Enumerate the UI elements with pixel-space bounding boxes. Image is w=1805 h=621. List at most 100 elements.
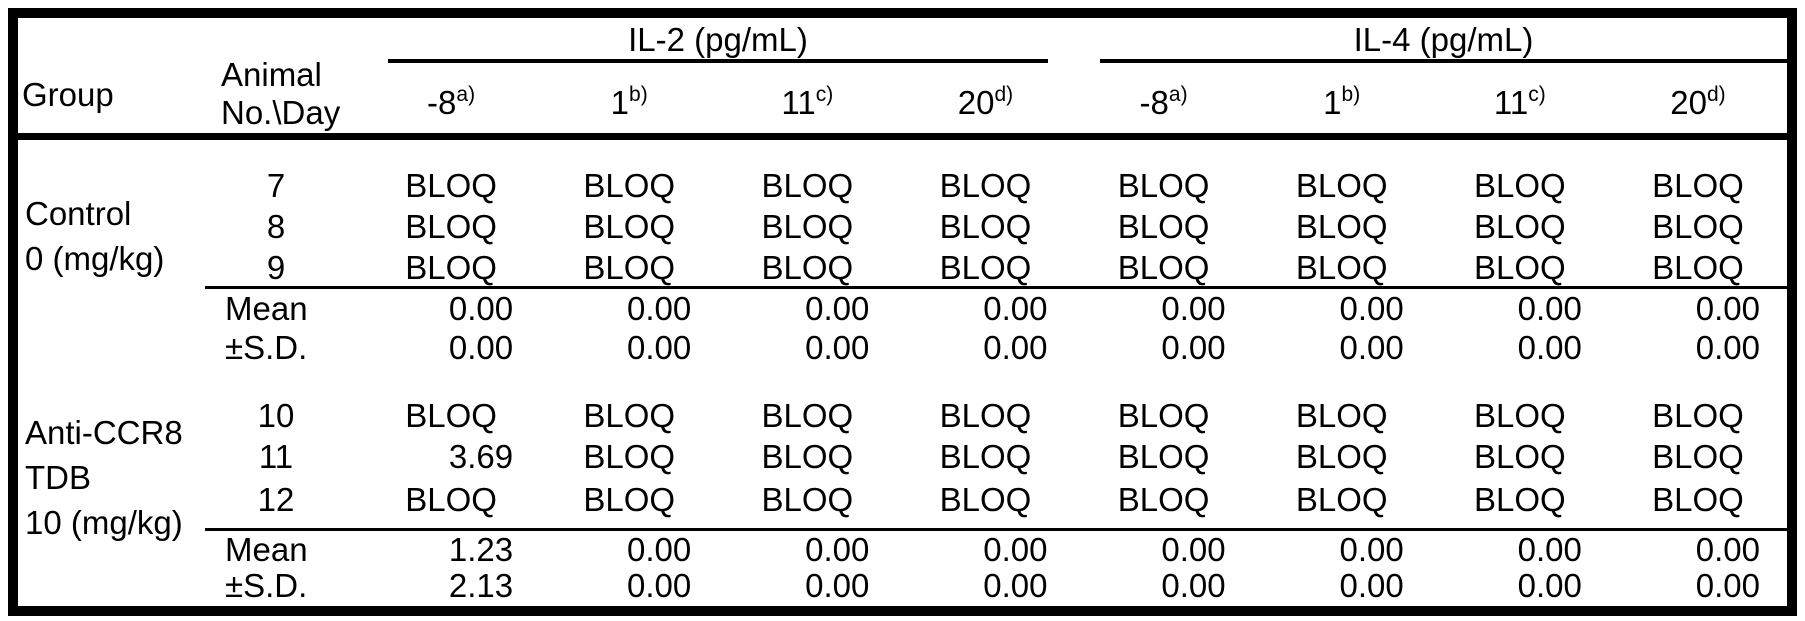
- data-cell: 1.23: [448, 531, 514, 568]
- animal-id: 12: [257, 481, 295, 518]
- data-cell: BLOQ: [939, 208, 1032, 245]
- animal-no-day-column-header: Animal No.\Day: [221, 56, 340, 132]
- stats-separator-rule: [205, 286, 1787, 289]
- day-column-header: -8a): [1075, 75, 1253, 121]
- day-number: 1: [610, 84, 630, 121]
- data-cell: BLOQ: [583, 208, 676, 245]
- data-cell: BLOQ: [1652, 249, 1744, 286]
- day-column-header: 20d): [1609, 75, 1787, 121]
- day-number: 11: [1493, 84, 1529, 121]
- group-spacer: [18, 248, 202, 288]
- data-cell: 3.69: [448, 438, 514, 475]
- stat-label: Mean: [225, 290, 308, 327]
- data-cell: 0.00: [805, 567, 870, 604]
- data-cell: BLOQ: [939, 167, 1032, 204]
- header-separator-rule: [18, 133, 1787, 140]
- group-label-line: 10 (mg/kg): [25, 504, 183, 541]
- footnote-marker: c): [815, 83, 834, 106]
- data-cell: 0.00: [627, 329, 692, 366]
- data-cell: BLOQ: [1295, 249, 1388, 286]
- data-cell: 0.00: [983, 531, 1048, 568]
- data-cell: 0.00: [983, 290, 1048, 327]
- data-cell: BLOQ: [405, 249, 497, 286]
- table-row: 8 BLOQ BLOQ BLOQ BLOQ BLOQ BLOQ BLOQ BLO…: [18, 207, 1787, 247]
- day-column-header: -8a): [362, 75, 540, 121]
- stats-separator-rule: [205, 528, 1787, 531]
- group-label-anti-ccr8-tdb: Anti-CCR8 TDB 10 (mg/kg): [25, 410, 183, 545]
- data-cell: BLOQ: [1117, 249, 1210, 286]
- il4-column-group-header: IL-4 (pg/mL): [1353, 21, 1534, 58]
- table-row: 9 BLOQ BLOQ BLOQ BLOQ BLOQ BLOQ BLOQ BLO…: [18, 248, 1787, 288]
- data-cell: 0.00: [1695, 329, 1760, 366]
- animal-id: 8: [266, 208, 286, 245]
- data-cell: 0.00: [1517, 531, 1582, 568]
- group-label-control: Control 0 (mg/kg): [25, 191, 164, 281]
- data-cell: BLOQ: [405, 167, 497, 204]
- data-cell: BLOQ: [583, 481, 676, 518]
- data-cell: BLOQ: [939, 481, 1032, 518]
- data-cell: 0.00: [1517, 329, 1582, 366]
- group-label-line: TDB: [25, 459, 91, 496]
- data-cell: 0.00: [1517, 290, 1582, 327]
- footnote-marker: b): [1341, 83, 1361, 106]
- data-cell: 0.00: [1161, 290, 1226, 327]
- footnote-marker: b): [629, 83, 648, 106]
- day-column-header: 11c): [718, 75, 896, 121]
- data-cell: 0.00: [805, 290, 870, 327]
- data-cell: 0.00: [1339, 531, 1404, 568]
- group-spacer: [18, 328, 202, 368]
- table-row: 12 BLOQ BLOQ BLOQ BLOQ BLOQ BLOQ BLOQ BL…: [18, 480, 1787, 520]
- day-header-row: -8a) 1b) 11c) 20d) -8a) 1b) 11c) 20d): [362, 75, 1787, 121]
- group-spacer: [18, 207, 202, 247]
- day-column-header: 1b): [1253, 75, 1431, 121]
- stat-label: ±S.D.: [225, 567, 308, 604]
- il2-column-group-header: IL-2 (pg/mL): [628, 21, 808, 58]
- group-column-header: Group: [22, 76, 114, 113]
- table-outer-border: [8, 8, 1797, 616]
- data-cell: 0.00: [627, 290, 692, 327]
- animal-id: 10: [257, 397, 295, 434]
- data-cell: BLOQ: [939, 397, 1032, 434]
- data-cell: BLOQ: [761, 249, 854, 286]
- data-cell: BLOQ: [1117, 481, 1210, 518]
- group-spacer: [18, 437, 202, 477]
- data-cell: 0.00: [627, 531, 692, 568]
- data-cell: 0.00: [983, 567, 1048, 604]
- data-cell: 0.00: [805, 531, 870, 568]
- table-row: 10 BLOQ BLOQ BLOQ BLOQ BLOQ BLOQ BLOQ BL…: [18, 396, 1787, 436]
- data-cell: BLOQ: [1295, 208, 1388, 245]
- data-cell: BLOQ: [1117, 438, 1210, 475]
- footnote-marker: a): [456, 83, 476, 106]
- data-cell: BLOQ: [583, 397, 676, 434]
- footnote-marker: d): [994, 83, 1014, 106]
- table-row: Mean 1.23 0.00 0.00 0.00 0.00 0.00 0.00 …: [18, 530, 1787, 570]
- data-cell: BLOQ: [1295, 167, 1388, 204]
- data-cell: 0.00: [1695, 290, 1760, 327]
- group-label-line: 0 (mg/kg): [25, 240, 165, 277]
- animal-header-line1: Animal: [221, 56, 322, 93]
- data-cell: BLOQ: [583, 438, 676, 475]
- data-cell: BLOQ: [761, 438, 854, 475]
- data-cell: BLOQ: [1295, 438, 1388, 475]
- data-cell: BLOQ: [939, 438, 1032, 475]
- table-row: ±S.D. 2.13 0.00 0.00 0.00 0.00 0.00 0.00…: [18, 566, 1787, 606]
- data-cell: 0.00: [1339, 290, 1404, 327]
- data-cell: BLOQ: [1652, 167, 1744, 204]
- table-row: 7 BLOQ BLOQ BLOQ BLOQ BLOQ BLOQ BLOQ BLO…: [18, 166, 1787, 206]
- day-number: 20: [1670, 84, 1707, 121]
- day-column-header: 11c): [1431, 75, 1609, 121]
- day-number: 20: [957, 84, 995, 121]
- data-cell: 0.00: [627, 567, 692, 604]
- table-row: 11 3.69 BLOQ BLOQ BLOQ BLOQ BLOQ BLOQ BL…: [18, 437, 1787, 477]
- data-cell: BLOQ: [1117, 397, 1210, 434]
- animal-id: 9: [266, 249, 286, 286]
- data-cell: BLOQ: [761, 397, 854, 434]
- stat-label: ±S.D.: [225, 329, 308, 366]
- day-number: -8: [1139, 84, 1169, 121]
- data-cell: BLOQ: [1652, 397, 1744, 434]
- group-spacer: [18, 166, 202, 206]
- data-cell: 2.13: [448, 567, 514, 604]
- data-cell: BLOQ: [761, 481, 854, 518]
- data-cell: BLOQ: [1473, 208, 1566, 245]
